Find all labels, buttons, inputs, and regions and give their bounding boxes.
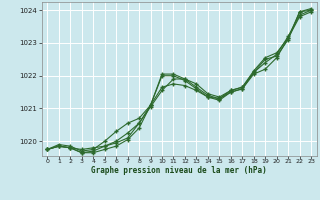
- X-axis label: Graphe pression niveau de la mer (hPa): Graphe pression niveau de la mer (hPa): [91, 166, 267, 175]
